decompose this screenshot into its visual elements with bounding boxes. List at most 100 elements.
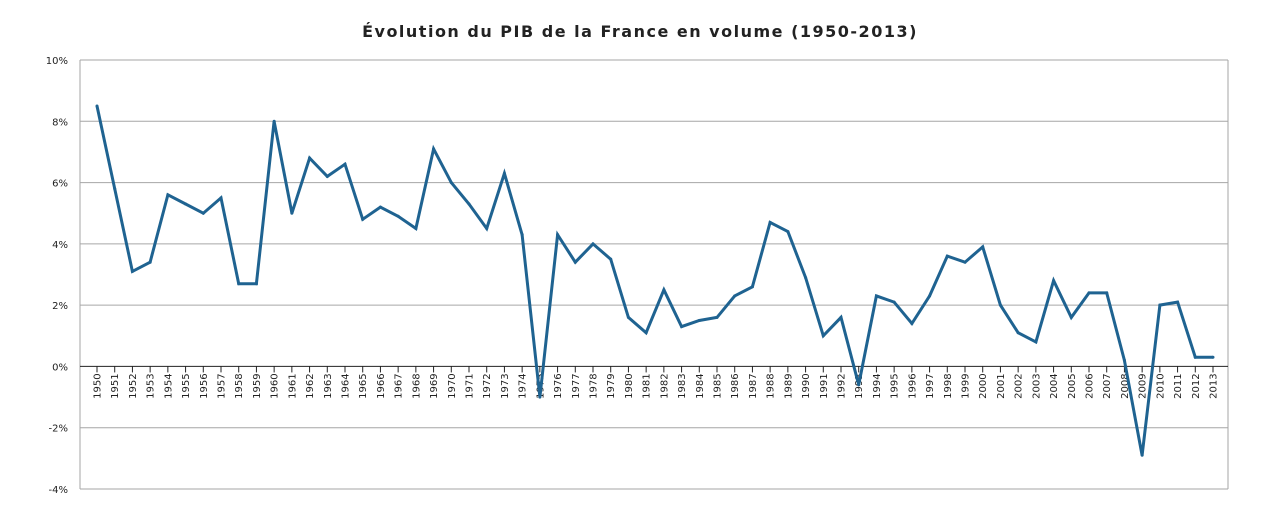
data-point [981,245,985,249]
data-point [733,294,737,298]
x-tick-label: 1966 [376,373,387,398]
data-point [95,104,99,108]
data-point [343,162,347,166]
x-tick-label: 1984 [695,373,706,398]
data-point [1087,291,1091,295]
x-tick-label: 1958 [234,373,245,398]
data-point [432,147,436,151]
x-tick-label: 1972 [482,373,493,398]
y-axis-labels: 10% 8% 6% 4% 2% 0% -2% -4% [46,56,68,496]
y-tick-label: 8% [52,117,68,128]
x-tick-label: 1991 [819,373,830,398]
gridlines [80,59,1228,490]
y-tick-label: 10% [46,56,68,67]
chart-title: Évolution du PIB de la France en volume … [362,22,918,41]
data-point [485,227,489,231]
data-point [662,288,666,292]
x-tick-label: 1964 [341,373,352,398]
data-point [378,205,382,209]
data-point [520,233,524,237]
data-point [892,300,896,304]
data-point [449,181,453,185]
x-tick-label: 1969 [429,373,440,398]
data-point [857,383,861,387]
x-tick-label: 2011 [1173,373,1184,398]
x-tick-label: 1980 [624,373,635,398]
data-point [1140,453,1144,457]
x-tick-label: 1959 [252,373,263,398]
data-point [148,260,152,264]
x-tick-label: 1978 [589,373,600,398]
x-tick-label: 1956 [199,373,210,398]
data-point [467,202,471,206]
data-point [644,331,648,335]
series-layer [95,104,1215,457]
data-point [325,174,329,178]
x-tick-label: 1982 [659,373,670,398]
x-tick-label: 1979 [606,373,617,398]
x-tick-label: 1965 [358,373,369,398]
data-point [573,260,577,264]
data-point [361,217,365,221]
x-tick-label: 1988 [766,373,777,398]
data-point [786,230,790,234]
x-tick-label: 2001 [996,373,1007,398]
data-point [130,269,134,273]
series-line [95,105,1213,456]
data-point [750,285,754,289]
x-tick-label: 2012 [1191,373,1202,398]
y-tick-label: -2% [49,424,68,435]
x-tick-label: 2002 [1014,373,1025,398]
data-point [839,315,843,319]
data-point [1016,331,1020,335]
x-tick-label: 2006 [1085,373,1096,398]
data-point [591,242,595,246]
data-point [1211,355,1215,359]
data-point [1176,300,1180,304]
data-point [272,119,276,123]
data-point [609,257,613,261]
x-tick-label: 1974 [518,373,529,398]
data-point [219,196,223,200]
data-point [680,325,684,329]
data-point [308,156,312,160]
y-tick-label: -4% [49,485,68,496]
x-tick-label: 2003 [1031,373,1042,398]
x-tick-label: 1968 [411,373,422,398]
x-tick-label: 1953 [146,373,157,398]
x-tick-label: 2013 [1209,373,1220,398]
x-axis-labels: 1950 1951 1952 1953 1954 1955 1956 1957 1958 1959… [93,373,1220,398]
x-tick-label: 1995 [890,373,901,398]
x-tick-label: 1970 [447,373,458,398]
x-tick-label: 2004 [1049,373,1060,398]
x-tick-label: 1981 [642,373,653,398]
x-tick-label: 1961 [287,373,298,398]
x-tick-label: 1963 [323,373,334,398]
x-tick-label: 1985 [713,373,724,398]
x-tick-label: 1967 [394,373,405,398]
data-point [254,282,258,286]
data-point [1052,279,1056,283]
x-tick-label: 2010 [1155,373,1166,398]
x-tick-label: 1992 [837,373,848,398]
data-point [768,220,772,224]
x-tick-label: 1955 [181,373,192,398]
x-tick-label: 1954 [163,373,174,398]
x-tick-label: 1976 [553,373,564,398]
x-tick-label: 1998 [943,373,954,398]
x-tick-label: 1951 [110,373,121,398]
data-point [1122,358,1126,362]
x-tick-label: 1950 [93,373,104,398]
x-tick-label: 1993 [854,373,865,398]
data-point [945,254,949,258]
x-tick-label: 2008 [1120,373,1131,398]
data-point [626,315,630,319]
x-tick-label: 1983 [677,373,688,398]
x-tick-label: 2009 [1138,373,1149,398]
data-point [874,294,878,298]
data-point [821,334,825,338]
x-tick-label: 1997 [925,373,936,398]
x-tick-label: 2007 [1102,373,1113,398]
x-tick-label: 1962 [305,373,316,398]
